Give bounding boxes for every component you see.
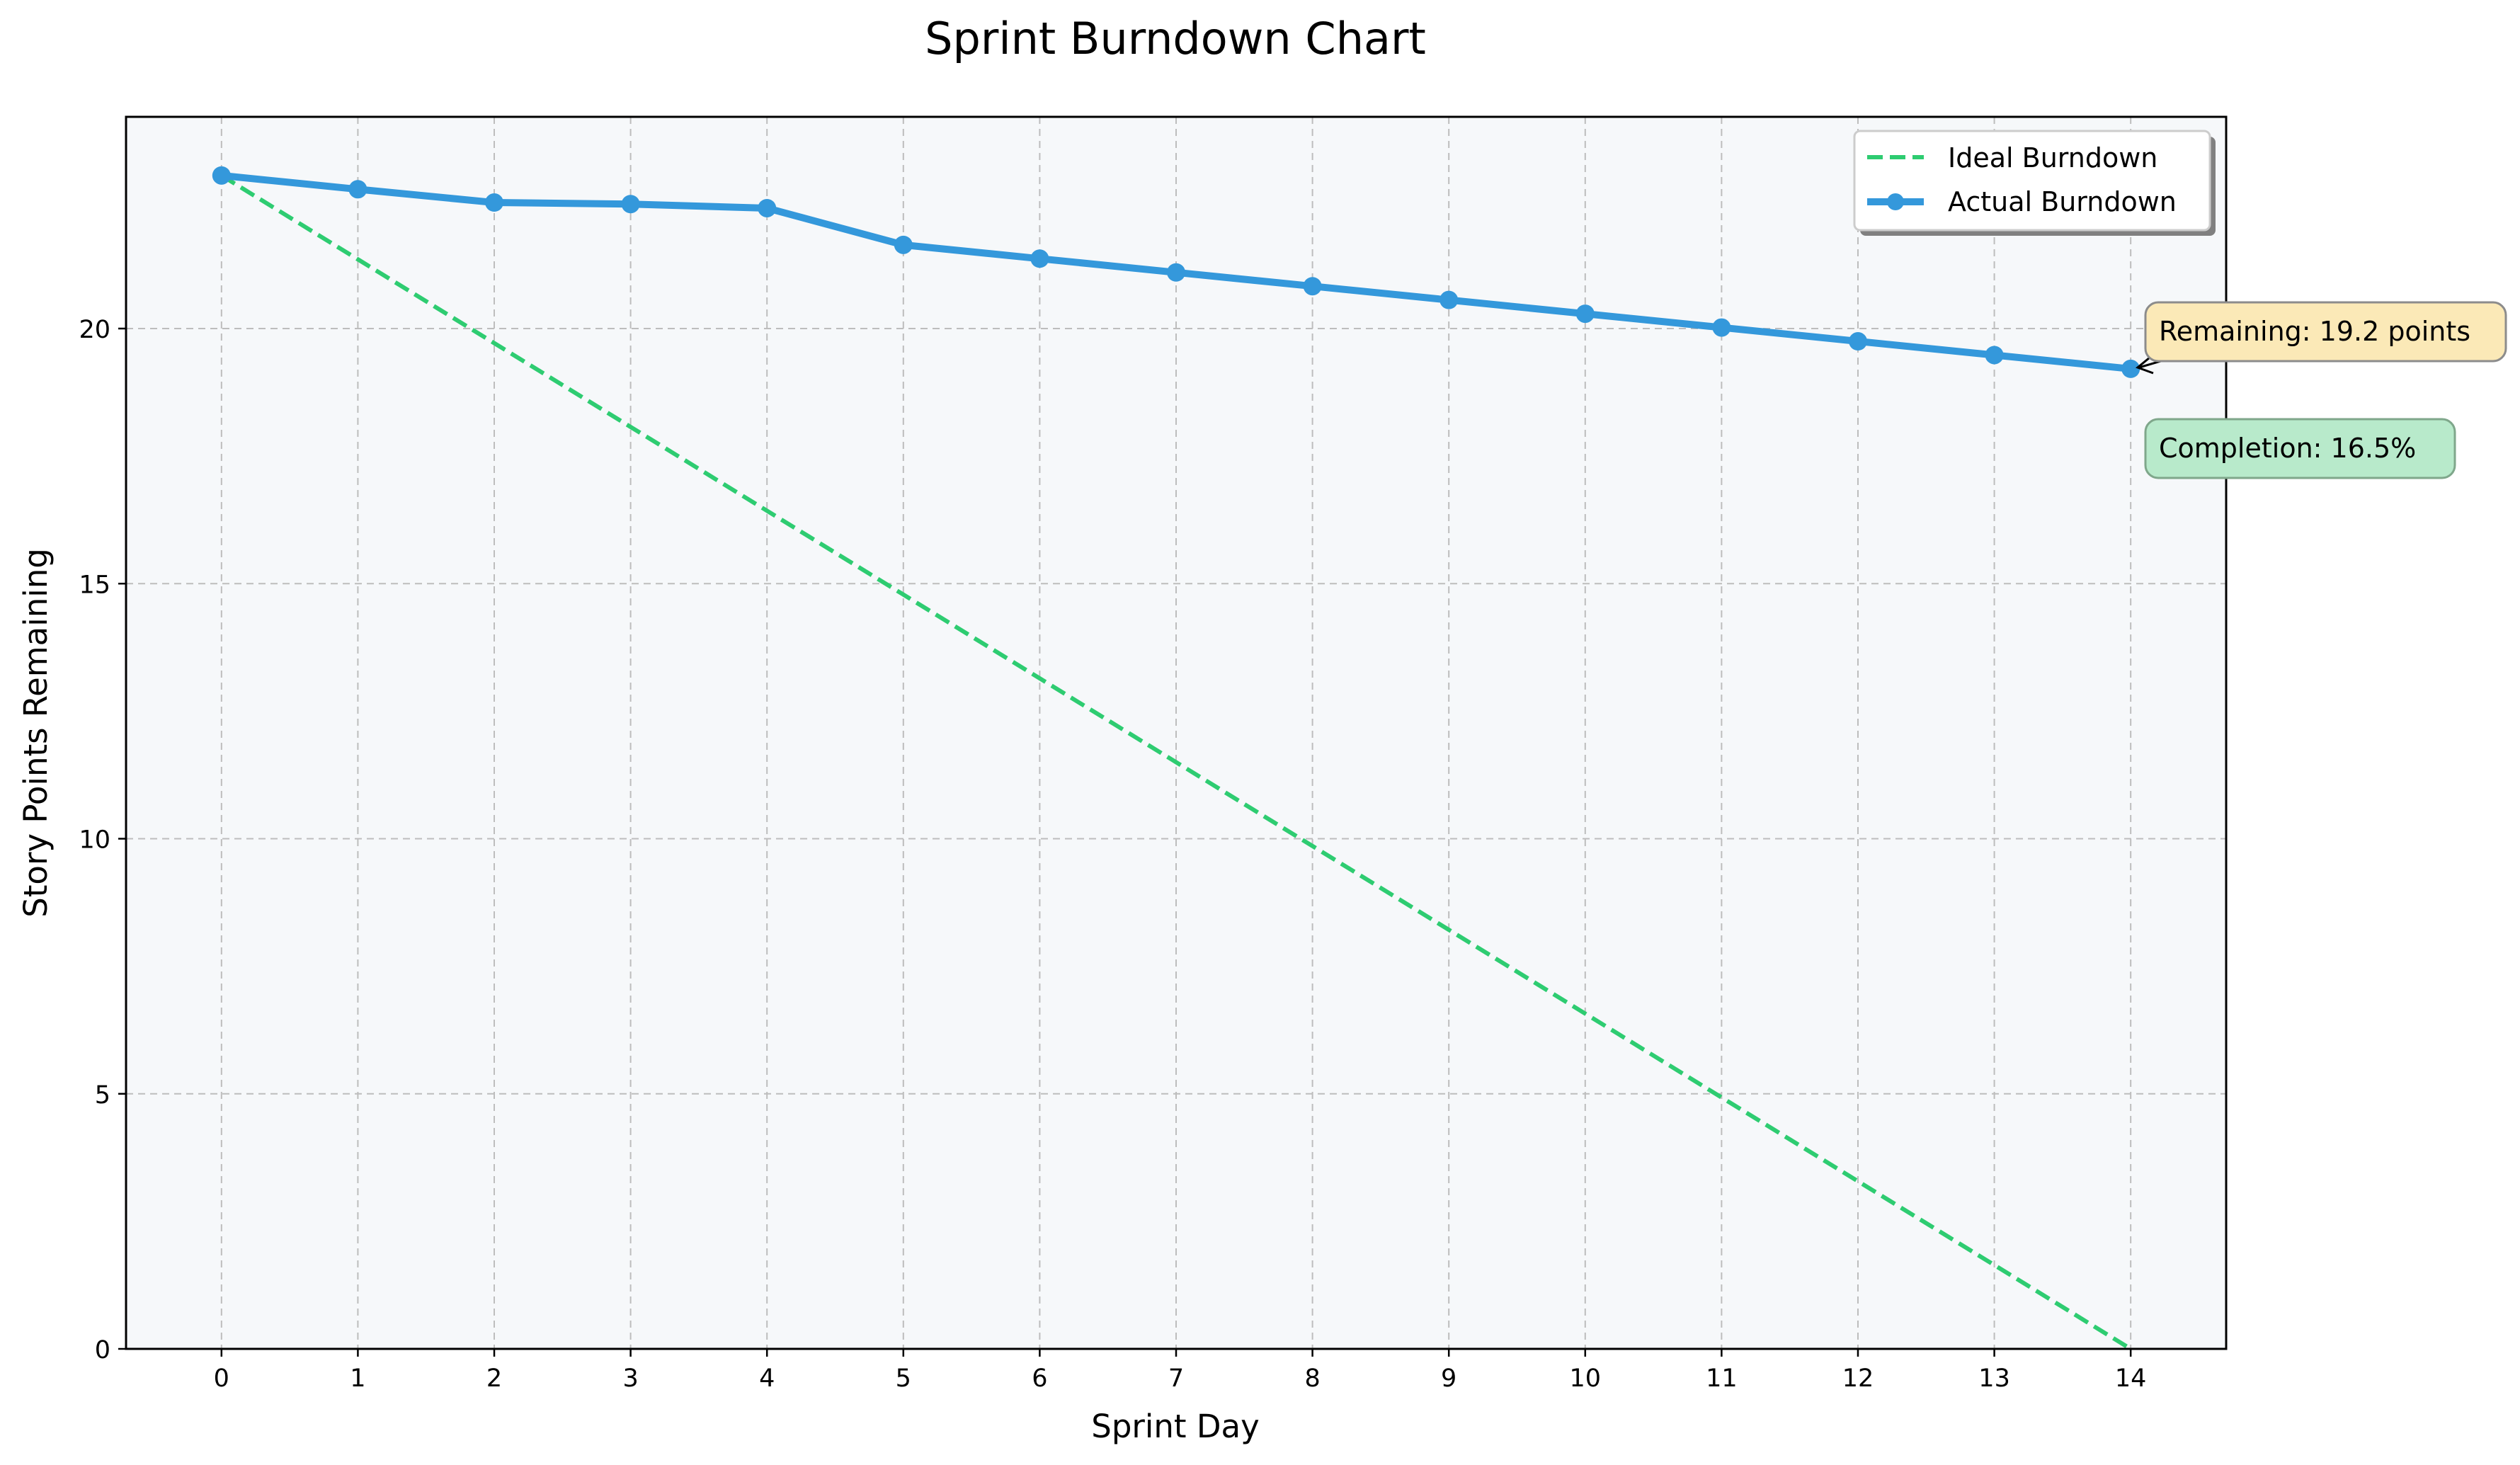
actual-burndown-point — [1848, 332, 1867, 351]
x-tick-label: 9 — [1441, 1364, 1456, 1393]
y-tick-label: 15 — [79, 571, 110, 599]
actual-burndown-point — [1303, 277, 1322, 296]
x-tick-label: 11 — [1706, 1364, 1738, 1393]
y-tick-label: 20 — [79, 316, 110, 344]
chart-title: Sprint Burndown Chart — [925, 13, 1426, 64]
y-tick-label: 0 — [95, 1336, 110, 1364]
remaining-annotation-box — [2144, 301, 2507, 363]
x-tick-label: 10 — [1570, 1364, 1602, 1393]
x-tick-label: 4 — [759, 1364, 775, 1393]
x-tick-label: 0 — [214, 1364, 229, 1393]
actual-burndown-point — [1167, 263, 1185, 282]
x-axis-label: Sprint Day — [1091, 1408, 1259, 1445]
actual-burndown-series — [212, 166, 2140, 378]
actual-burndown-point — [894, 235, 913, 254]
remaining-annotation: Remaining: 19.2 points — [2136, 301, 2507, 375]
actual-burndown-point — [1985, 346, 2004, 365]
actual-burndown-point — [212, 166, 231, 185]
y-axis-label: Story Points Remaining — [17, 548, 55, 918]
actual-burndown-point — [1712, 318, 1731, 337]
remaining-annotation-arrowhead — [2136, 356, 2154, 375]
y-axis-ticks: 0 5 10 15 20 — [79, 316, 126, 1364]
completion-annotation-box — [2144, 418, 2456, 479]
legend-actual-marker — [1887, 193, 1904, 210]
actual-burndown-point — [1575, 304, 1595, 324]
completion-annotation: Completion: 16.5% — [2144, 418, 2456, 479]
x-tick-label: 6 — [1032, 1364, 1047, 1393]
actual-burndown-point — [1439, 290, 1459, 309]
x-tick-label: 1 — [350, 1364, 365, 1393]
x-tick-label: 12 — [1842, 1364, 1874, 1393]
actual-burndown-point — [758, 198, 777, 217]
actual-burndown-point — [485, 193, 504, 212]
x-tick-label: 14 — [2115, 1364, 2147, 1393]
completion-annotation-text: Completion: 16.5% — [2159, 433, 2416, 464]
x-tick-label: 8 — [1304, 1364, 1320, 1393]
ideal-burndown-line — [220, 173, 2132, 1351]
actual-burndown-point — [621, 195, 640, 214]
actual-burndown-point — [348, 180, 367, 199]
legend: Ideal Burndown Actual Burndown — [1853, 130, 2216, 236]
y-tick-label: 5 — [95, 1081, 110, 1110]
legend-box — [1853, 130, 2211, 232]
x-tick-label: 13 — [1978, 1364, 2010, 1393]
y-tick-label: 10 — [79, 826, 110, 855]
x-tick-label: 7 — [1168, 1364, 1184, 1393]
x-tick-label: 5 — [896, 1364, 911, 1393]
legend-actual-label: Actual Burndown — [1948, 186, 2177, 217]
remaining-annotation-text: Remaining: 19.2 points — [2159, 316, 2470, 347]
actual-burndown-point — [1030, 249, 1049, 268]
x-tick-label: 2 — [486, 1364, 502, 1393]
ideal-burndown-series — [220, 173, 2132, 1351]
actual-burndown-point — [2121, 359, 2140, 378]
x-tick-label: 3 — [622, 1364, 638, 1393]
x-axis-ticks: 0 1 2 3 4 5 6 7 8 9 10 11 12 13 14 — [214, 1349, 2147, 1393]
legend-ideal-label: Ideal Burndown — [1948, 142, 2157, 173]
